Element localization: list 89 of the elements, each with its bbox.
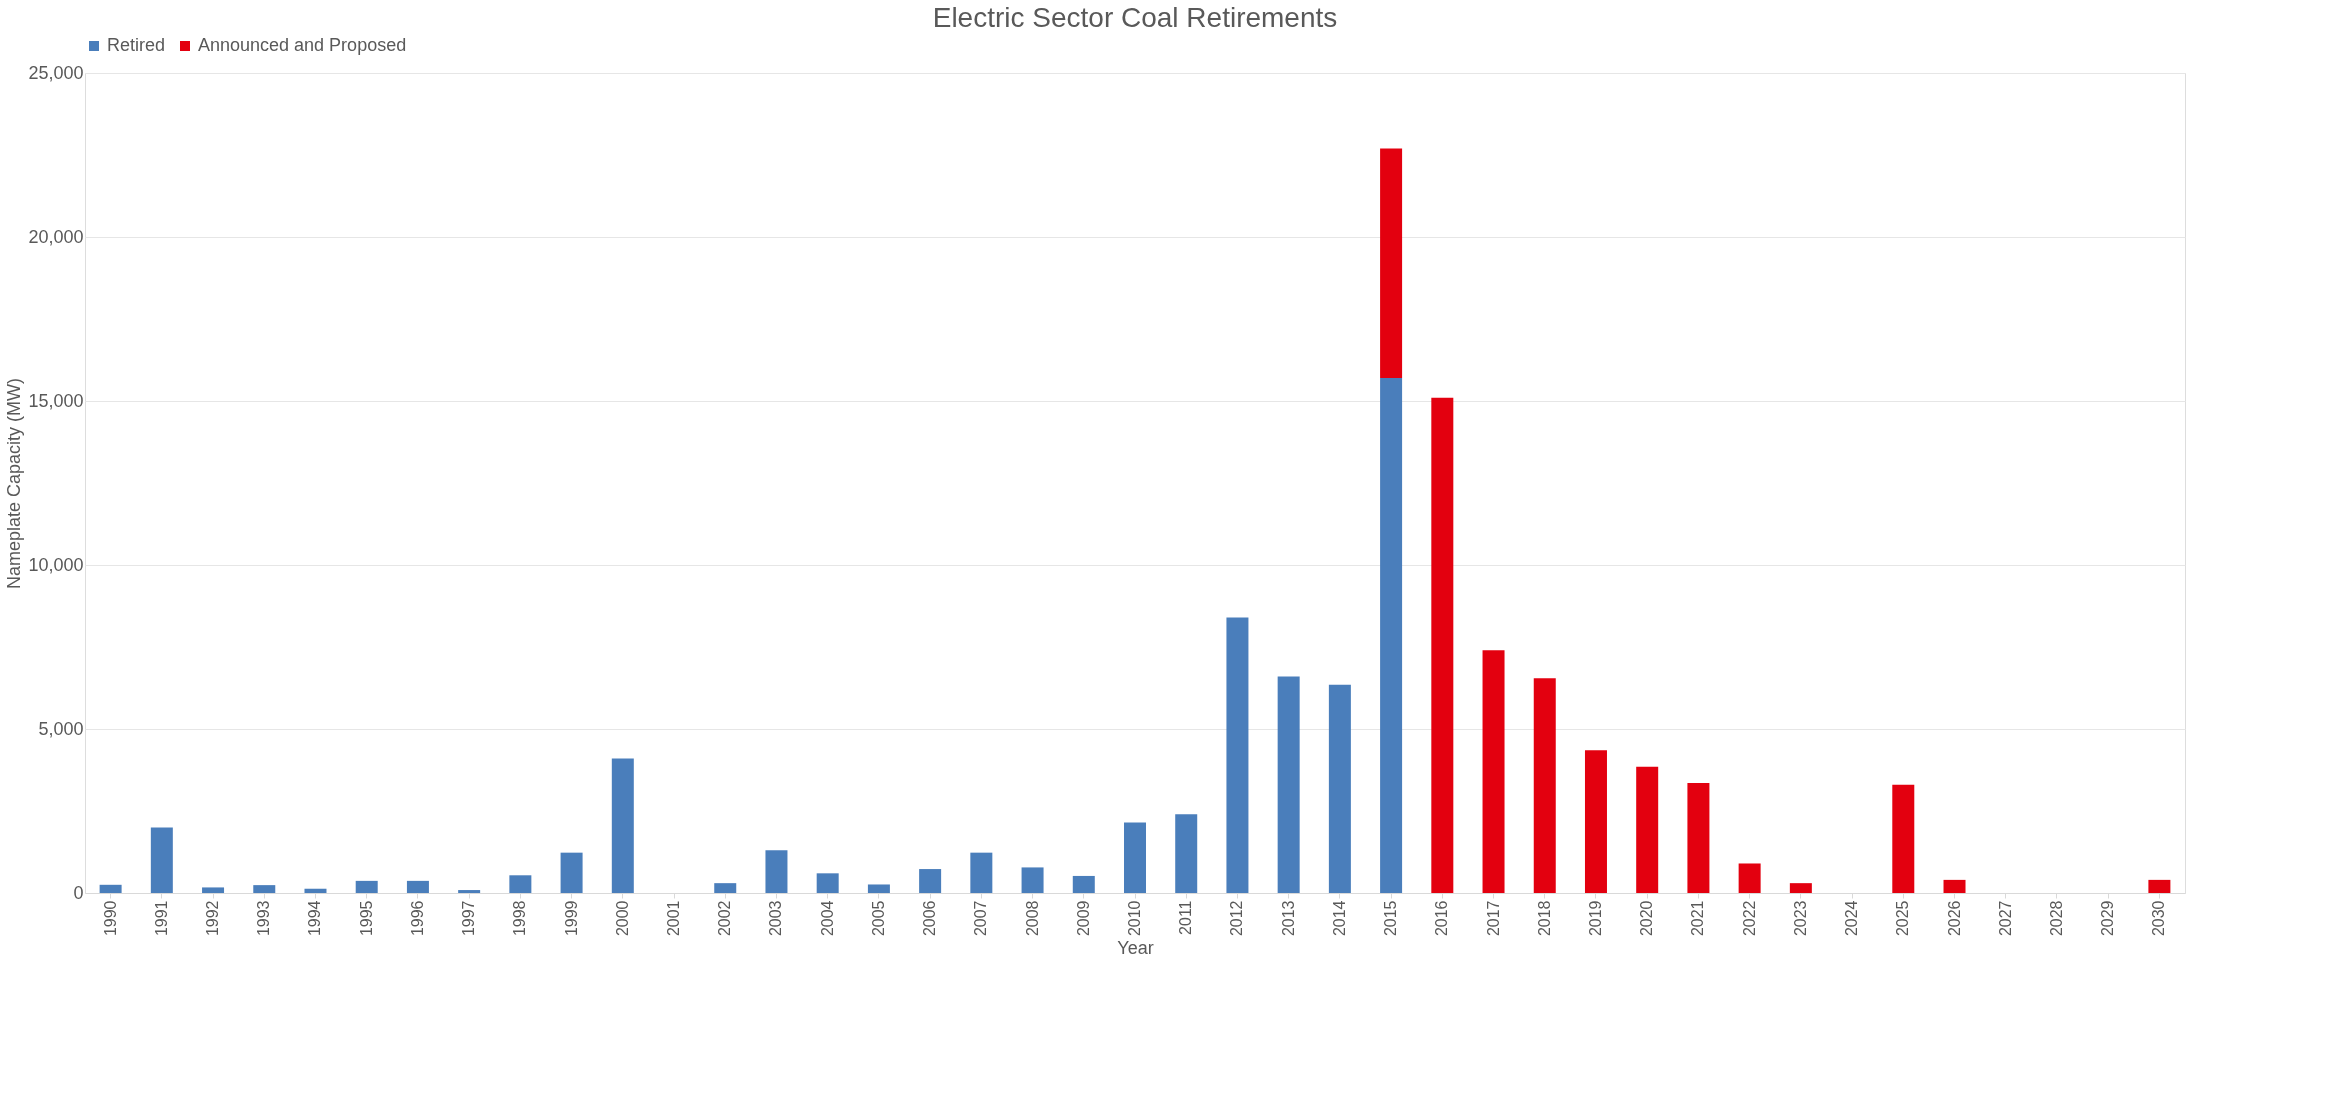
- x-tick-label: 2000: [613, 900, 631, 937]
- y-axis-title: Nameplate Capacity (MW): [4, 377, 25, 590]
- x-tick-label: 2026: [1945, 900, 1963, 937]
- x-tick-label: 1990: [101, 900, 119, 937]
- x-tick-label: 1996: [408, 900, 426, 937]
- bar: [1021, 867, 1044, 893]
- bar: [253, 885, 276, 893]
- chart-title: Electric Sector Coal Retirements: [932, 2, 1338, 33]
- bar: [1072, 875, 1095, 893]
- bar: [1533, 678, 1556, 893]
- x-tick-label: 2013: [1279, 900, 1297, 937]
- bar: [919, 869, 942, 893]
- x-axis-title: Year: [1117, 938, 1154, 959]
- x-tick-label: 2020: [1638, 900, 1656, 937]
- x-tick-label: 1992: [204, 900, 222, 937]
- x-tick-label: 2027: [1996, 900, 2014, 937]
- bar: [1431, 397, 1454, 893]
- bar: [714, 883, 737, 893]
- legend-label: Announced and Proposed: [198, 35, 407, 55]
- y-tick-label: 5,000: [38, 718, 84, 739]
- bar: [867, 884, 890, 893]
- y-tick-label: 25,000: [28, 62, 84, 83]
- bar: [1175, 814, 1198, 893]
- y-tick-label: 20,000: [28, 226, 84, 247]
- bar: [304, 888, 327, 893]
- bar: [1738, 863, 1761, 893]
- bar: [1636, 766, 1659, 893]
- bar: [202, 887, 225, 893]
- x-tick-label: 2004: [818, 900, 836, 937]
- bar: [1226, 617, 1249, 893]
- x-tick-label: 1991: [152, 900, 170, 937]
- x-tick-label: 2024: [1843, 900, 1861, 937]
- x-tick-label: 1994: [306, 900, 324, 937]
- bar: [1124, 822, 1146, 893]
- x-tick-label: 2012: [1228, 900, 1246, 937]
- bar: [1380, 148, 1403, 379]
- y-tick-label: 15,000: [28, 390, 84, 411]
- bar: [560, 852, 583, 893]
- x-tick-label: 2018: [1535, 900, 1553, 937]
- x-tick-label: 2007: [972, 900, 990, 937]
- bar: [2148, 879, 2171, 893]
- x-tick-label: 2011: [1177, 900, 1195, 935]
- bar: [765, 850, 788, 893]
- x-tick-label: 1997: [460, 900, 478, 937]
- x-tick-label: 1995: [357, 900, 375, 937]
- x-tick-label: 2002: [716, 900, 734, 937]
- x-tick-label: 2008: [1023, 900, 1041, 937]
- x-tick-label: 1999: [562, 900, 580, 937]
- bar: [816, 873, 839, 893]
- bar: [99, 884, 122, 893]
- bar: [458, 890, 481, 893]
- x-tick-label: 2029: [2099, 900, 2117, 937]
- bar: [1482, 650, 1505, 893]
- x-tick-label: 2015: [1382, 900, 1400, 937]
- bar: [355, 880, 378, 893]
- bar: [1687, 783, 1710, 893]
- x-tick-label: 1993: [255, 900, 273, 937]
- bar: [970, 852, 993, 893]
- bar: [1943, 879, 1966, 893]
- x-tick-label: 2019: [1586, 900, 1604, 937]
- bar: [1789, 883, 1812, 893]
- x-tick-label: 2025: [1894, 900, 1912, 937]
- x-tick-label: 2017: [1484, 900, 1502, 937]
- bar: [1277, 676, 1300, 893]
- x-tick-label: 2010: [1126, 900, 1143, 937]
- x-tick-label: 2028: [2047, 900, 2065, 937]
- bar: [1328, 684, 1351, 893]
- x-tick-label: 2001: [665, 900, 683, 937]
- x-tick-label: 2030: [2150, 900, 2168, 937]
- x-tick-label: 2006: [921, 900, 939, 937]
- bar: [1584, 750, 1607, 893]
- bar: [406, 880, 429, 893]
- bar: [611, 758, 634, 893]
- x-tick-label: 2023: [1791, 900, 1809, 937]
- x-tick-label: 2014: [1330, 900, 1348, 937]
- x-tick-label: 2009: [1074, 900, 1092, 937]
- bar: [1380, 378, 1403, 893]
- x-tick-label: 2021: [1689, 900, 1707, 937]
- bar: [509, 875, 532, 893]
- legend-label: Retired: [107, 35, 166, 55]
- y-tick-label: 0: [73, 882, 84, 903]
- bar: [1892, 784, 1915, 893]
- x-tick-label: 2016: [1433, 900, 1451, 937]
- x-tick-label: 2022: [1740, 900, 1758, 937]
- bar: [150, 827, 173, 893]
- y-tick-label: 10,000: [28, 554, 84, 575]
- x-tick-label: 2003: [767, 900, 785, 937]
- x-tick-label: 1998: [511, 900, 529, 937]
- x-tick-label: 2005: [869, 900, 887, 937]
